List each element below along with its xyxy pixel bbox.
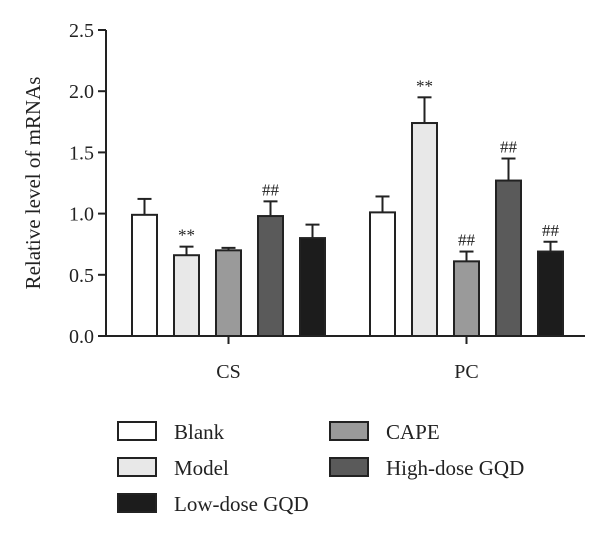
legend-label: Blank bbox=[174, 420, 225, 444]
legend-item: Blank bbox=[117, 420, 225, 444]
bar bbox=[369, 211, 396, 338]
bar bbox=[537, 250, 564, 338]
legend-label: Low-dose GQD bbox=[174, 492, 309, 516]
legend-label: CAPE bbox=[386, 420, 440, 444]
bar bbox=[173, 254, 200, 337]
bar bbox=[453, 260, 480, 337]
bar bbox=[411, 122, 438, 337]
x-tick-label: PC bbox=[454, 361, 478, 383]
significance-label: ## bbox=[458, 231, 476, 250]
legend-swatch bbox=[329, 421, 369, 441]
legend-item: Model bbox=[117, 456, 229, 480]
y-tick-label: 2.0 bbox=[69, 81, 94, 103]
significance-label: ** bbox=[416, 76, 433, 95]
legend-label: Model bbox=[174, 456, 229, 480]
legend-swatch bbox=[117, 421, 157, 441]
bar bbox=[495, 179, 522, 337]
legend-item: Low-dose GQD bbox=[117, 492, 309, 516]
significance-label: ** bbox=[178, 226, 195, 245]
legend-label: High-dose GQD bbox=[386, 456, 524, 480]
y-tick-label: 2.5 bbox=[69, 20, 94, 42]
y-tick-label: 1.0 bbox=[69, 204, 94, 226]
significance-label: ## bbox=[542, 221, 560, 240]
y-axis-title: Relative level of mRNAs bbox=[21, 77, 45, 290]
legend-swatch bbox=[329, 457, 369, 477]
significance-label: ## bbox=[262, 180, 280, 199]
y-tick-label: 0.0 bbox=[69, 326, 94, 348]
legend-item: CAPE bbox=[329, 420, 440, 444]
legend-swatch bbox=[117, 457, 157, 477]
y-tick-label: 0.5 bbox=[69, 265, 94, 287]
bar bbox=[215, 249, 242, 338]
x-tick-label: CS bbox=[216, 361, 240, 383]
legend-item: High-dose GQD bbox=[329, 456, 524, 480]
y-tick-label: 1.5 bbox=[69, 142, 94, 164]
plot-area: 0.0 0.5 1.0 1.5 2.0 2.5 ** ## CS ** ## ## ## PC bbox=[69, 20, 585, 383]
legend: Blank CAPE Model High-dose GQD Low-dose GQD bbox=[117, 420, 524, 516]
bar bbox=[257, 215, 284, 338]
legend-swatch bbox=[117, 493, 157, 513]
bar bbox=[299, 237, 326, 337]
significance-label: ## bbox=[500, 138, 518, 157]
bar bbox=[131, 213, 158, 338]
